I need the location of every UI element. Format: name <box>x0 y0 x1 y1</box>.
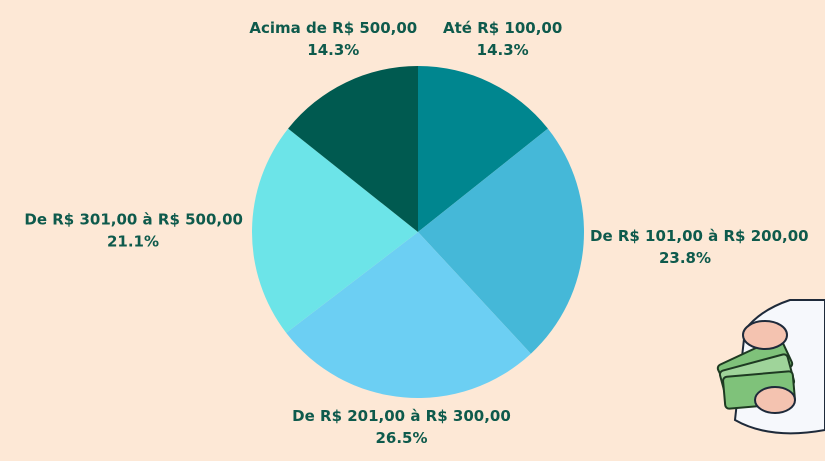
slice-value-label: 14.3% <box>307 41 359 59</box>
slice-value-label: 23.8% <box>659 249 711 267</box>
slice-label: De R$ 201,00 à R$ 300,00 <box>292 407 511 425</box>
slice-label: De R$ 301,00 à R$ 500,00 <box>24 211 243 229</box>
slice-label: De R$ 101,00 à R$ 200,00 <box>590 227 809 245</box>
money-illustration <box>717 300 825 433</box>
slice-value-label: 14.3% <box>477 41 529 59</box>
slice-value-label: 26.5% <box>375 429 427 447</box>
slice-label: Até R$ 100,00 <box>443 19 562 37</box>
slice-label: Acima de R$ 500,00 <box>249 19 417 37</box>
chart: Até R$ 100,00 14.3% De R$ 101,00 à R$ 200,… <box>0 0 825 461</box>
slice-value-label: 21.1% <box>107 233 159 251</box>
